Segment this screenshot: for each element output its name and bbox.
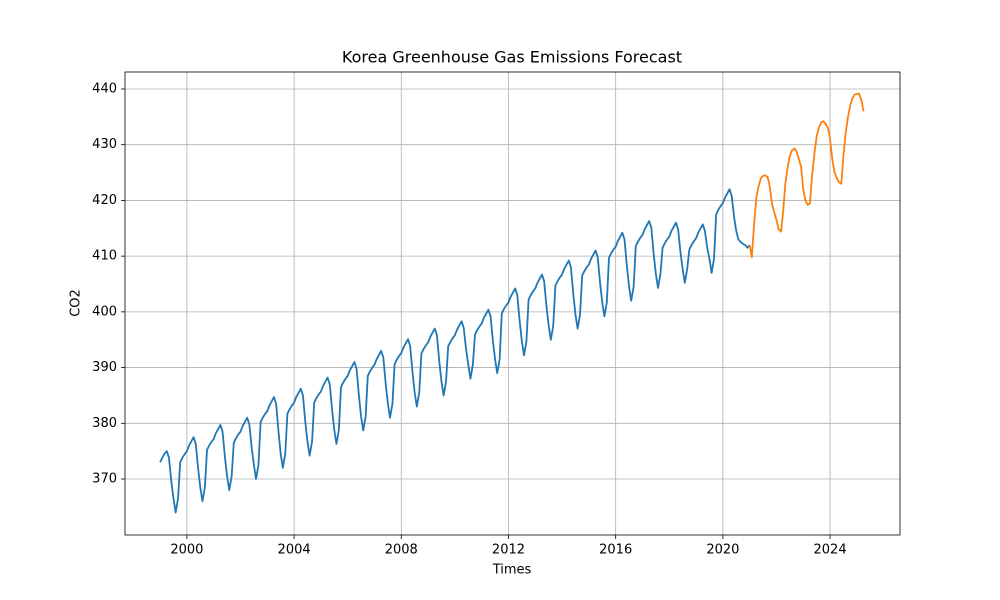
y-tick-label: 420 bbox=[92, 193, 117, 208]
y-tick-label: 370 bbox=[92, 472, 117, 487]
x-tick-label: 2016 bbox=[599, 543, 632, 558]
x-tick-label: 2008 bbox=[385, 543, 418, 558]
chart-title: Korea Greenhouse Gas Emissions Forecast bbox=[342, 48, 682, 67]
y-tick-label: 430 bbox=[92, 137, 117, 152]
x-tick-label: 2004 bbox=[278, 543, 311, 558]
x-tick-label: 2000 bbox=[170, 543, 203, 558]
x-tick-label: 2020 bbox=[706, 543, 739, 558]
y-tick-label: 400 bbox=[92, 304, 117, 319]
y-tick-label: 410 bbox=[92, 249, 117, 264]
y-tick-label: 380 bbox=[92, 416, 117, 431]
plot-frame bbox=[124, 71, 901, 536]
x-tick-label: 2024 bbox=[814, 543, 847, 558]
x-tick-label: 2012 bbox=[492, 543, 525, 558]
y-axis-label: CO2 bbox=[69, 289, 84, 317]
y-tick-label: 440 bbox=[92, 81, 117, 96]
x-axis-label: Times bbox=[492, 563, 532, 578]
series-line bbox=[159, 188, 751, 514]
series-line bbox=[748, 92, 865, 259]
y-tick-label: 390 bbox=[92, 360, 117, 375]
